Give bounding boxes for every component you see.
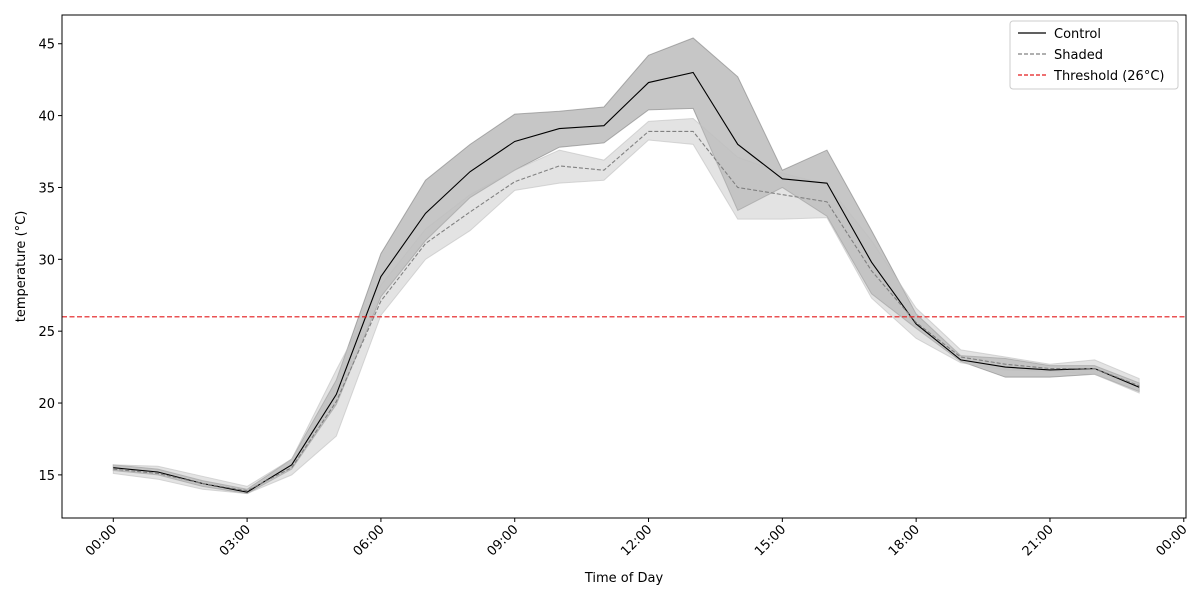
legend-label-shaded: Shaded [1054,48,1103,63]
x-tick-label: 09:00 [484,522,521,559]
line-shaded [113,130,1140,492]
x-tick-label: 18:00 [886,522,923,559]
legend-label-threshold-26-c: Threshold (26°C) [1053,69,1164,84]
x-axis-label: Time of Day [584,571,664,586]
x-tick-label: 15:00 [752,522,789,559]
y-tick-label: 15 [38,469,55,484]
plot-frame [61,14,1187,519]
y-tick-label: 35 [38,181,55,196]
band-control [112,37,1140,495]
x-tick-label: 00:00 [1153,522,1190,559]
x-axis-ticks: 00:00 03:00 06:00 09:00 12:00 15:00 18:00 21:00… [83,518,1191,559]
y-tick-label: 45 [38,38,55,53]
y-tick-label: 25 [38,325,55,340]
x-tick-label: 00:00 [83,522,120,559]
confidence-bands [112,37,1140,495]
x-tick-label: 21:00 [1020,522,1057,559]
y-axis-label: temperature (°C) [14,211,29,323]
legend: Control Shaded Threshold (26°C) [1009,20,1179,90]
legend-box [1009,20,1179,90]
y-tick-label: 20 [38,397,55,412]
y-tick-label: 40 [38,110,55,125]
x-tick-label: 12:00 [618,522,655,559]
band-shaded [112,117,1140,495]
y-tick-label: 30 [38,253,55,268]
x-tick-label: 06:00 [351,522,388,559]
legend-label-control: Control [1054,27,1101,42]
y-axis-ticks: 15 20 25 30 35 40 45 [38,38,62,484]
x-tick-label: 03:00 [217,522,254,559]
series-lines [113,71,1140,493]
line-control [113,71,1140,493]
